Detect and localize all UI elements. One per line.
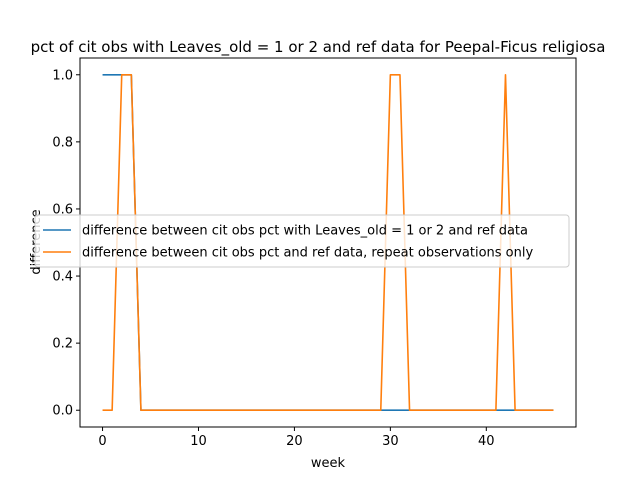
x-tick-label: 30 xyxy=(382,434,399,449)
y-tick-label: 1.0 xyxy=(52,68,73,83)
x-tick-label: 20 xyxy=(286,434,303,449)
series-line-2 xyxy=(102,73,554,412)
legend-box xyxy=(34,214,570,268)
y-tick-label: 0.4 xyxy=(52,270,73,285)
x-axis-label: week xyxy=(311,456,346,471)
legend-label-1: difference between cit obs pct with Leav… xyxy=(82,224,528,239)
legend: difference between cit obs pct with Leav… xyxy=(34,214,570,268)
chart-title: pct of cit obs with Leaves_old = 1 or 2 … xyxy=(31,38,606,57)
x-tick-label: 0 xyxy=(98,434,106,449)
x-tick-label: 10 xyxy=(190,434,207,449)
axis-ticks: 0 10 20 30 40 0.0 0.2 0.4 0.6 0.8 1.0 xyxy=(52,68,494,449)
series-layer xyxy=(102,73,554,412)
y-tick-label: 0.2 xyxy=(52,337,73,352)
y-tick-label: 0.6 xyxy=(52,202,73,217)
legend-label-2: difference between cit obs pct and ref d… xyxy=(82,246,533,261)
y-tick-label: 0.8 xyxy=(52,135,73,150)
x-tick-label: 40 xyxy=(478,434,495,449)
y-tick-label: 0.0 xyxy=(52,404,73,419)
